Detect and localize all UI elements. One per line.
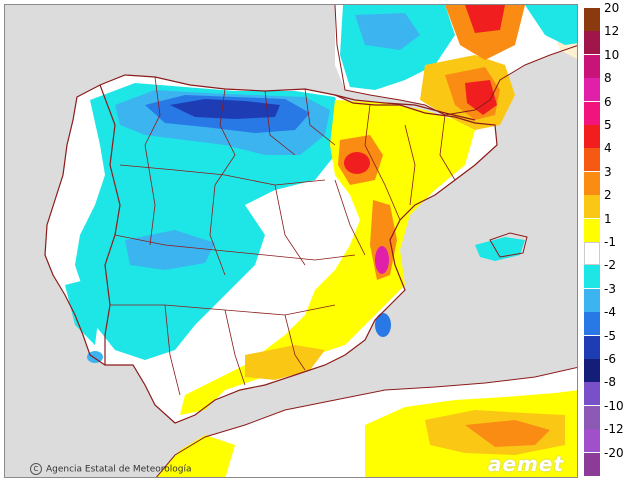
warm-anomaly-catalonia-core xyxy=(465,80,497,115)
legend-swatch xyxy=(584,452,600,476)
legend-entry: 1 xyxy=(584,212,630,242)
legend-label: -2 xyxy=(604,258,616,273)
legend-entry: 5 xyxy=(584,118,630,148)
legend-label: 5 xyxy=(604,118,612,132)
cold-anomaly-west xyxy=(125,230,215,270)
legend-swatch xyxy=(584,171,600,195)
credit-line: C Agencia Estatal de Meteorología xyxy=(30,463,192,475)
legend-label: 2 xyxy=(604,188,612,203)
cold-anomaly-core xyxy=(170,99,280,119)
legend-entry: 10 xyxy=(584,48,630,78)
legend-swatch xyxy=(584,429,600,453)
legend-label: 3 xyxy=(604,164,612,179)
legend-label: 6 xyxy=(604,94,612,109)
cold-spot-alicante xyxy=(375,313,391,337)
legend-swatch xyxy=(584,242,600,265)
warm-anomaly-north-core xyxy=(465,5,505,33)
cold-anomaly-gulf-core xyxy=(355,13,420,50)
france-coastline xyxy=(334,5,577,116)
legend-swatch xyxy=(584,288,600,312)
credit-text: Agencia Estatal de Meteorología xyxy=(46,464,192,475)
legend-swatch xyxy=(584,335,600,359)
province-borders xyxy=(110,76,456,396)
aemet-logo: aemet xyxy=(488,452,565,476)
warm-anomaly-north-sea xyxy=(445,5,525,60)
legend-entry: 20 xyxy=(584,1,630,31)
legend-swatch xyxy=(584,265,600,289)
legend-label: 10 xyxy=(604,47,620,62)
legend-label: 12 xyxy=(604,24,620,39)
warm-anomaly-east xyxy=(180,100,475,415)
color-legend: 20 12 10 8 6 5 4 3 2 1 -1 -2 -3 -4 -5 -6 -8 -10 -12 -20 xyxy=(584,1,630,478)
legend-swatch xyxy=(584,8,600,31)
legend-label: -10 xyxy=(604,398,624,413)
legend-entry: 12 xyxy=(584,24,630,55)
legend-swatch xyxy=(584,382,600,406)
legend-label: 1 xyxy=(604,211,612,226)
legend-label: 4 xyxy=(604,141,612,156)
legend-entry: -2 xyxy=(584,258,630,289)
legend-entry: 4 xyxy=(584,141,630,172)
legend-swatch xyxy=(584,359,600,382)
legend-label: -20 xyxy=(604,445,624,460)
warm-anomaly-aragon-core xyxy=(344,152,370,174)
warm-anomaly-morocco xyxy=(156,435,235,477)
legend-entry: -10 xyxy=(584,399,630,429)
legend-swatch xyxy=(584,195,600,219)
legend-swatch xyxy=(584,125,600,148)
legend-entry: -12 xyxy=(584,422,630,453)
cold-anomaly-portugal xyxy=(65,280,100,345)
warm-anomaly-valencia-core xyxy=(375,246,389,274)
legend-label: -8 xyxy=(604,375,616,390)
legend-swatch xyxy=(584,405,600,429)
legend-swatch xyxy=(584,54,600,78)
legend-entry: 3 xyxy=(584,165,630,195)
legend-label: -4 xyxy=(604,305,616,320)
legend-swatch xyxy=(584,218,600,242)
legend-entry: -3 xyxy=(584,282,630,312)
legend-label: -3 xyxy=(604,281,616,296)
legend-label: 20 xyxy=(604,1,620,15)
legend-swatch xyxy=(584,101,600,125)
copyright-icon: C xyxy=(30,463,42,475)
cold-spot-algarve xyxy=(87,351,103,363)
legend-entry: -1 xyxy=(584,235,630,265)
legend-entry: -4 xyxy=(584,305,630,336)
legend-swatch xyxy=(584,312,600,336)
africa-coastline xyxy=(156,366,577,477)
legend-entry: -20 xyxy=(584,446,630,476)
legend-entry: -5 xyxy=(584,329,630,359)
legend-entry: -6 xyxy=(584,352,630,382)
warm-anomaly-africa-core xyxy=(465,420,550,447)
legend-label: 8 xyxy=(604,71,612,86)
legend-entry: 2 xyxy=(584,188,630,219)
legend-entry: 8 xyxy=(584,71,630,102)
map-canvas xyxy=(5,5,577,477)
legend-swatch xyxy=(584,148,600,172)
legend-label: -6 xyxy=(604,352,616,366)
legend-entry: -8 xyxy=(584,375,630,406)
balearic-islands xyxy=(489,232,528,258)
legend-swatch xyxy=(584,78,600,102)
legend-label: -5 xyxy=(604,328,616,343)
temperature-anomaly-map xyxy=(4,4,578,478)
iberia-coastline xyxy=(44,74,498,424)
cold-anomaly-ne-sea xyxy=(455,5,577,45)
legend-label: -12 xyxy=(604,422,624,437)
legend-swatch xyxy=(584,31,600,55)
legend-label: -1 xyxy=(604,235,616,249)
legend-entry: 6 xyxy=(584,95,630,125)
